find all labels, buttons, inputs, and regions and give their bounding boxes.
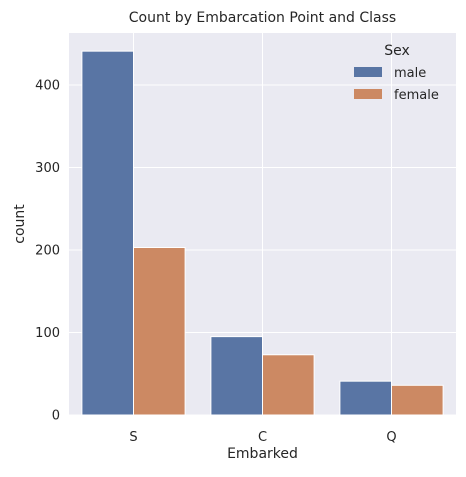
x-axis-title: Embarked: [227, 446, 298, 462]
chart-title: Count by Embarcation Point and Class: [129, 10, 396, 26]
y-axis-title: count: [12, 204, 28, 244]
bar-female-C: [262, 354, 315, 416]
y-tick-label: 300: [35, 161, 60, 176]
x-tick-label: S: [129, 430, 137, 445]
legend-label-female: female: [394, 88, 439, 103]
y-tick-labels: 0 100 200 300 400: [35, 78, 60, 423]
legend-title: Sex: [384, 43, 410, 59]
bar-male-C: [210, 336, 263, 416]
y-tick-label: 0: [52, 409, 60, 424]
legend-swatch-male: [354, 67, 382, 77]
legend: Sex male female: [354, 43, 439, 103]
legend-items: male female: [354, 66, 439, 103]
bar-female-Q: [391, 384, 444, 416]
y-tick-label: 100: [35, 326, 60, 341]
bar-male-S: [81, 50, 134, 416]
legend-swatch-female: [354, 89, 382, 99]
x-tick-label: C: [258, 430, 267, 445]
y-tick-label: 200: [35, 243, 60, 258]
legend-label-male: male: [394, 66, 426, 81]
bar-male-Q: [339, 380, 392, 416]
x-tick-label: Q: [386, 430, 396, 445]
bar-female-S: [133, 247, 186, 416]
bars: [81, 50, 444, 416]
y-tick-label: 400: [35, 78, 60, 93]
